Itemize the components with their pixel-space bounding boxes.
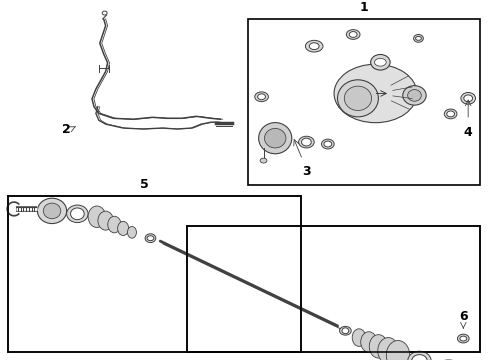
Ellipse shape [403, 86, 426, 105]
Ellipse shape [344, 86, 371, 111]
Ellipse shape [324, 141, 332, 147]
Ellipse shape [321, 139, 334, 149]
Ellipse shape [147, 236, 154, 240]
Text: 4: 4 [464, 126, 472, 139]
Ellipse shape [118, 221, 129, 235]
Ellipse shape [145, 234, 156, 243]
Ellipse shape [408, 90, 421, 101]
Text: 2: 2 [62, 122, 71, 135]
Ellipse shape [309, 43, 319, 50]
Bar [203, 196, 300, 233]
Ellipse shape [265, 129, 286, 148]
Ellipse shape [361, 332, 377, 352]
Ellipse shape [378, 338, 399, 360]
Bar [188, 225, 480, 352]
Ellipse shape [260, 158, 267, 163]
Ellipse shape [37, 198, 67, 224]
Ellipse shape [340, 327, 351, 335]
Ellipse shape [342, 328, 349, 334]
Ellipse shape [43, 203, 61, 219]
Ellipse shape [460, 336, 466, 341]
Ellipse shape [349, 32, 357, 37]
Ellipse shape [447, 111, 455, 117]
Bar [248, 19, 480, 185]
Ellipse shape [338, 80, 378, 117]
Ellipse shape [444, 109, 457, 119]
Text: 3: 3 [302, 166, 311, 179]
Ellipse shape [352, 329, 366, 346]
Ellipse shape [416, 36, 421, 40]
Ellipse shape [461, 93, 475, 104]
Ellipse shape [71, 208, 84, 220]
Ellipse shape [412, 355, 427, 360]
Ellipse shape [370, 54, 390, 70]
Ellipse shape [255, 92, 269, 102]
Ellipse shape [88, 206, 106, 228]
Ellipse shape [374, 58, 386, 66]
Ellipse shape [414, 35, 423, 42]
Ellipse shape [305, 40, 323, 52]
Ellipse shape [98, 211, 113, 230]
Bar [8, 196, 300, 352]
Text: 5: 5 [140, 179, 149, 192]
Ellipse shape [258, 94, 266, 100]
Ellipse shape [458, 334, 469, 343]
Ellipse shape [298, 136, 314, 148]
Ellipse shape [369, 335, 388, 358]
Ellipse shape [102, 11, 107, 15]
Ellipse shape [408, 351, 431, 360]
Ellipse shape [259, 123, 292, 154]
Ellipse shape [464, 95, 472, 102]
Ellipse shape [301, 138, 311, 146]
Ellipse shape [127, 226, 136, 238]
Ellipse shape [108, 216, 121, 233]
Ellipse shape [334, 64, 417, 123]
Ellipse shape [386, 341, 410, 360]
Ellipse shape [346, 30, 360, 39]
Ellipse shape [67, 205, 88, 222]
Text: 1: 1 [360, 1, 368, 14]
Text: 6: 6 [459, 310, 467, 323]
